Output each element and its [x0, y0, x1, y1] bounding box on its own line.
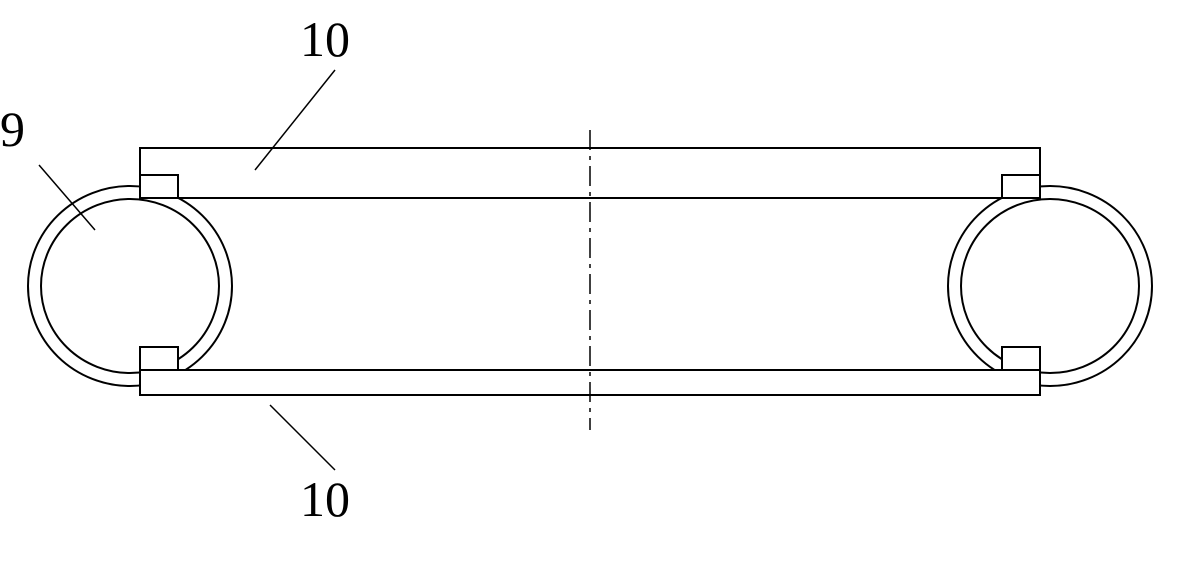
lug-bottom_right: [1002, 347, 1040, 370]
ring-outer-right: [948, 186, 1152, 386]
leader-left: [39, 165, 95, 230]
lug-top_right: [1002, 175, 1040, 198]
ring-outer-left: [28, 186, 232, 386]
lug-top_left: [140, 175, 178, 198]
label-10-bottom: 10: [300, 470, 350, 528]
leader-bottom: [270, 405, 335, 470]
lug-bottom_left: [140, 347, 178, 370]
ring-inner-left: [41, 199, 219, 373]
engineering-diagram: [0, 0, 1179, 565]
ring-inner-right: [961, 199, 1139, 373]
label-10-top: 10: [300, 10, 350, 68]
label-9-left: 9: [0, 100, 25, 158]
